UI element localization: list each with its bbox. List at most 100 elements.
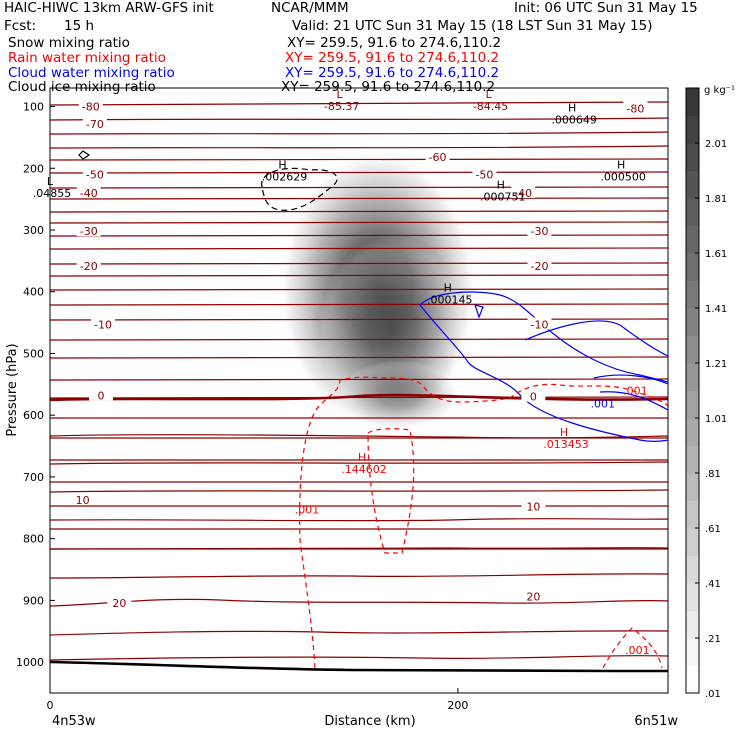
isotherm-label: 20 (112, 597, 126, 610)
cloud-water-contour (524, 320, 668, 357)
colorbar-tick-label: 1.21 (705, 359, 727, 370)
isotherm-line (50, 630, 668, 636)
isotherm-line (50, 221, 668, 224)
isotherm-label: -80 (82, 101, 100, 114)
isotherm-label: -40 (514, 187, 532, 200)
isotherm-label: 10 (76, 494, 90, 507)
isotherm-label: -20 (531, 260, 549, 273)
isotherm-line (50, 461, 668, 465)
isotherm-label: -10 (94, 318, 112, 331)
colorbar-swatch (686, 555, 699, 584)
colorbar-unit: g kg⁻¹ (704, 85, 735, 96)
colorbar-frame (685, 87, 700, 694)
isotherm-label-bg (527, 224, 552, 237)
isotherm-label-bg (623, 101, 648, 114)
isotherm-line (50, 101, 668, 106)
isotherm-line (50, 274, 668, 277)
isotherm-line (50, 197, 668, 200)
isotherm-label: -10 (531, 318, 549, 331)
colorbar-swatch (686, 198, 699, 226)
extremum-marker: H (560, 426, 568, 439)
forecast-hour: 15 h (64, 18, 95, 34)
colorbar-swatch (686, 88, 699, 116)
moisture-contour-label: .001 (295, 504, 320, 517)
colorbar-tick-label: 1.41 (705, 304, 727, 315)
isotherm-line (50, 459, 668, 461)
isotherm-label-bg (472, 167, 497, 180)
isotherm-label-bg (82, 116, 107, 129)
isotherm-label: -40 (80, 187, 98, 200)
colorbar-swatch (686, 225, 699, 254)
plot-frame (49, 87, 669, 694)
isotherm-line (50, 489, 668, 493)
y-tick-label: 100 (23, 101, 44, 114)
isotherm-label: -70 (86, 118, 104, 131)
colorbar-tick-label: .61 (705, 524, 721, 535)
colorbar-swatch (686, 500, 699, 529)
y-tick-label: 800 (23, 533, 44, 546)
isotherm-line (50, 518, 668, 522)
isotherm-label: -50 (475, 168, 493, 181)
isotherm-label: 20 (526, 591, 540, 604)
isotherm-line (50, 131, 668, 135)
isotherm-line (50, 303, 668, 306)
chart-title: HAIC-HIWC 13km ARW-GFS init (4, 0, 214, 16)
isotherm-line (50, 378, 668, 381)
isotherm-line (50, 145, 668, 149)
cloud-water-contour (593, 374, 668, 411)
isotherm-label-bg (425, 150, 450, 163)
valid-time: Valid: 21 UTC Sun 31 May 15 (18 LST Sun … (292, 18, 653, 34)
colorbar: 2.01 1.81 1.61 1.41 1.21 1.01 .81 .61 .41 .21 .01 (685, 87, 727, 700)
x-tick-label: 200 (447, 699, 468, 712)
colorbar-swatch (686, 445, 699, 474)
field-name-cloud-water: Cloud water mixing ratio (8, 65, 175, 81)
rain-water-contour (367, 428, 415, 554)
extremum-value: .002629 (262, 170, 308, 183)
y-tick-label: 1000 (16, 656, 44, 669)
isotherm-label: 10 (526, 501, 540, 514)
y-tick-label: 900 (23, 594, 44, 607)
isotherm-line (50, 234, 668, 237)
y-tick-label: 300 (23, 224, 44, 237)
y-tick-label: 500 (23, 347, 44, 360)
colorbar-tick-label: 1.01 (705, 414, 727, 425)
colorbar-swatch (686, 610, 699, 639)
colorbar-swatch (686, 583, 699, 611)
extremum-marker: L (337, 88, 344, 101)
forecast-label: Fcst: (4, 18, 37, 34)
extremum-marker: L (485, 88, 492, 101)
extremum-marker: H (444, 282, 452, 295)
extremum-marker: H (497, 179, 505, 192)
cloud-water-contour (419, 304, 668, 442)
isotherm-label-bg (70, 492, 95, 505)
cloud-ice-contour-small (78, 150, 91, 160)
field-xy-cloud-water: XY= 259.5, 91.6 to 274.6,110.2 (285, 65, 500, 81)
isotherm-label-bg (76, 258, 101, 271)
colorbar-tick-label: .81 (705, 469, 721, 480)
isotherm-label: -30 (80, 225, 98, 238)
isotherm-label: -60 (429, 151, 447, 164)
isotherm-label: -30 (531, 225, 549, 238)
colorbar-tick-label: 1.61 (705, 249, 727, 260)
y-tick-label: 200 (23, 162, 44, 175)
field-xy-snow: XY= 259.5, 91.6 to 274.6,110.2 (287, 35, 502, 51)
colorbar-tick-label: .41 (705, 579, 721, 590)
field-xy-rain: XY= 259.5, 91.6 to 274.6,110.2 (285, 50, 500, 66)
isotherm-label-bg (521, 499, 546, 512)
isotherm-line (50, 417, 668, 419)
colorbar-swatch (686, 363, 699, 391)
extremum-value: .04855 (33, 187, 72, 200)
y-axis-label: Pressure (hPa) (5, 343, 20, 436)
isotherm-label-bg (511, 185, 536, 198)
isotherm-label-bg (76, 185, 101, 198)
colorbar-swatch (686, 115, 699, 144)
colorbar-tick-label: .21 (705, 634, 721, 645)
organization-label: NCAR/MMM (271, 0, 349, 16)
isotherm-label: 0 (97, 389, 104, 402)
extremum-marker: H (358, 451, 366, 464)
isotherm-label-bg (88, 388, 113, 401)
surface-line (50, 660, 668, 673)
colorbar-swatch (686, 143, 699, 171)
